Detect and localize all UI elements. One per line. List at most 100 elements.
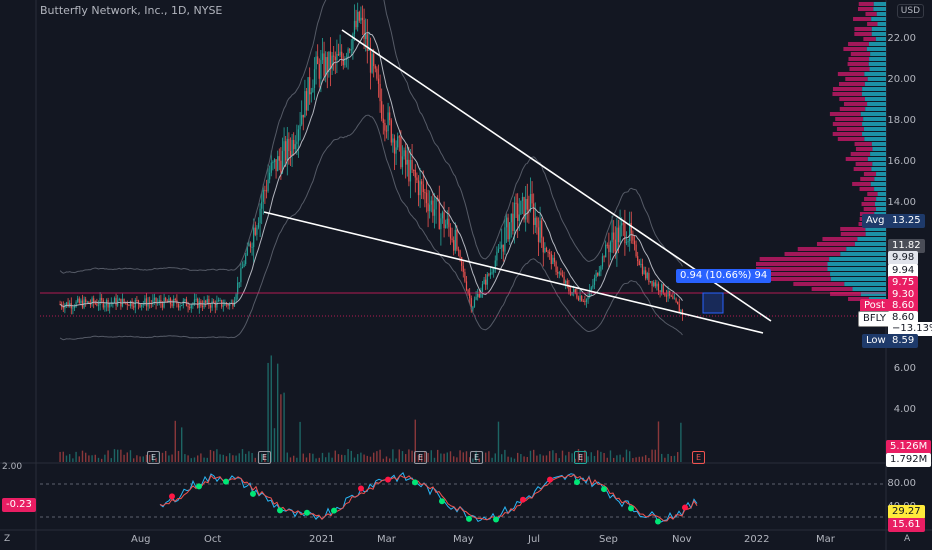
time-axis-label: Oct xyxy=(204,534,221,545)
volume-bar xyxy=(229,453,230,462)
volume-profile-bar xyxy=(837,127,864,131)
candle-body xyxy=(488,274,489,275)
volume-profile-bar xyxy=(863,117,886,121)
candle-body xyxy=(339,52,340,56)
volume-profile-bar xyxy=(793,282,844,286)
candle-body xyxy=(130,301,131,306)
earnings-marker[interactable]: E xyxy=(692,451,705,464)
candle-body xyxy=(455,230,456,251)
timezone-icon[interactable]: Z xyxy=(4,534,10,544)
oscillator-signal-dot xyxy=(628,505,634,511)
candle-body xyxy=(600,266,601,271)
volume-bar xyxy=(82,451,83,462)
volume-profile-bar xyxy=(760,257,829,261)
volume-bar xyxy=(312,454,313,462)
candle-body xyxy=(434,209,435,215)
volume-bar xyxy=(235,456,236,462)
candle-body xyxy=(359,12,360,21)
oscillator-signal-dot xyxy=(520,497,526,503)
candle-body xyxy=(453,240,454,251)
candle-body xyxy=(85,299,86,302)
candle-body xyxy=(309,77,310,94)
candle-body xyxy=(290,151,291,156)
volume-bar xyxy=(299,422,300,462)
earnings-marker[interactable]: E xyxy=(147,451,160,464)
volume-profile-bar xyxy=(876,207,886,211)
candle-body xyxy=(650,281,651,282)
volume-bar xyxy=(607,458,608,462)
candle-body xyxy=(591,287,592,290)
volume-bar xyxy=(539,454,540,462)
candle-body xyxy=(680,310,681,312)
volume-bar xyxy=(674,456,675,462)
candle-body xyxy=(578,298,579,301)
volume-profile-bar xyxy=(833,87,862,91)
candle-body xyxy=(517,203,518,220)
candle-body xyxy=(95,303,96,304)
candle-body xyxy=(165,298,166,301)
candle-body xyxy=(664,294,665,296)
candle-body xyxy=(413,170,414,171)
candle-body xyxy=(373,54,374,66)
earnings-marker[interactable]: E xyxy=(470,451,483,464)
volume-bar xyxy=(559,458,560,462)
candle-body xyxy=(335,57,336,60)
volume-bar xyxy=(402,451,403,462)
candle-body xyxy=(447,219,448,225)
earnings-marker[interactable]: E xyxy=(258,451,271,464)
candle-body xyxy=(658,284,659,291)
candle-body xyxy=(407,160,408,165)
volume-profile-bar xyxy=(839,82,865,86)
candle-body xyxy=(560,273,561,275)
candle-body xyxy=(133,306,134,307)
candle-body xyxy=(410,160,411,181)
candle-body xyxy=(205,301,206,303)
volume-profile-bar xyxy=(863,37,875,41)
currency-button[interactable]: USD xyxy=(897,4,924,18)
volume-bar xyxy=(277,364,278,462)
candle-body xyxy=(202,306,203,307)
volume-profile-bar xyxy=(877,12,886,16)
volume-profile-bar xyxy=(864,197,876,201)
candle-body xyxy=(424,192,425,193)
measure-box xyxy=(703,293,723,313)
auto-scale-icon[interactable]: A xyxy=(904,534,910,544)
candle-body xyxy=(626,242,627,243)
volume-bar xyxy=(194,457,195,462)
candle-body xyxy=(426,193,427,203)
volume-profile-bar xyxy=(867,192,877,196)
oscillator-signal-dot xyxy=(331,508,337,514)
candle-body xyxy=(490,273,491,276)
candle-body xyxy=(515,203,516,204)
candle-body xyxy=(640,264,641,265)
candle-body xyxy=(242,267,243,268)
candle-body xyxy=(667,291,668,296)
volume-bar xyxy=(255,458,256,462)
candle-body xyxy=(239,282,240,283)
earnings-marker[interactable]: E xyxy=(574,451,587,464)
volume-bar xyxy=(466,451,467,462)
volume-profile-bar xyxy=(867,22,877,26)
oscillator-signal-dot xyxy=(385,477,391,483)
candle-body xyxy=(648,273,649,282)
volume-bar xyxy=(79,456,80,462)
candle-body xyxy=(594,278,595,285)
moving-average-line xyxy=(60,33,682,307)
oscillator-signal-dot xyxy=(250,491,256,497)
candle-body xyxy=(675,299,676,302)
volume-profile-bar xyxy=(833,122,862,126)
volume-bar xyxy=(165,451,166,462)
volume-bar xyxy=(328,453,329,462)
candle-body xyxy=(655,282,656,286)
candle-body xyxy=(674,299,675,300)
candle-body xyxy=(173,299,174,306)
candle-body xyxy=(595,273,596,278)
volume-bar xyxy=(226,456,227,462)
volume-bar xyxy=(351,451,352,462)
volume-profile-bar xyxy=(868,157,886,161)
candle-body xyxy=(469,294,470,298)
candle-body xyxy=(146,298,147,306)
earnings-marker[interactable]: E xyxy=(414,451,427,464)
volume-bar xyxy=(171,455,172,462)
